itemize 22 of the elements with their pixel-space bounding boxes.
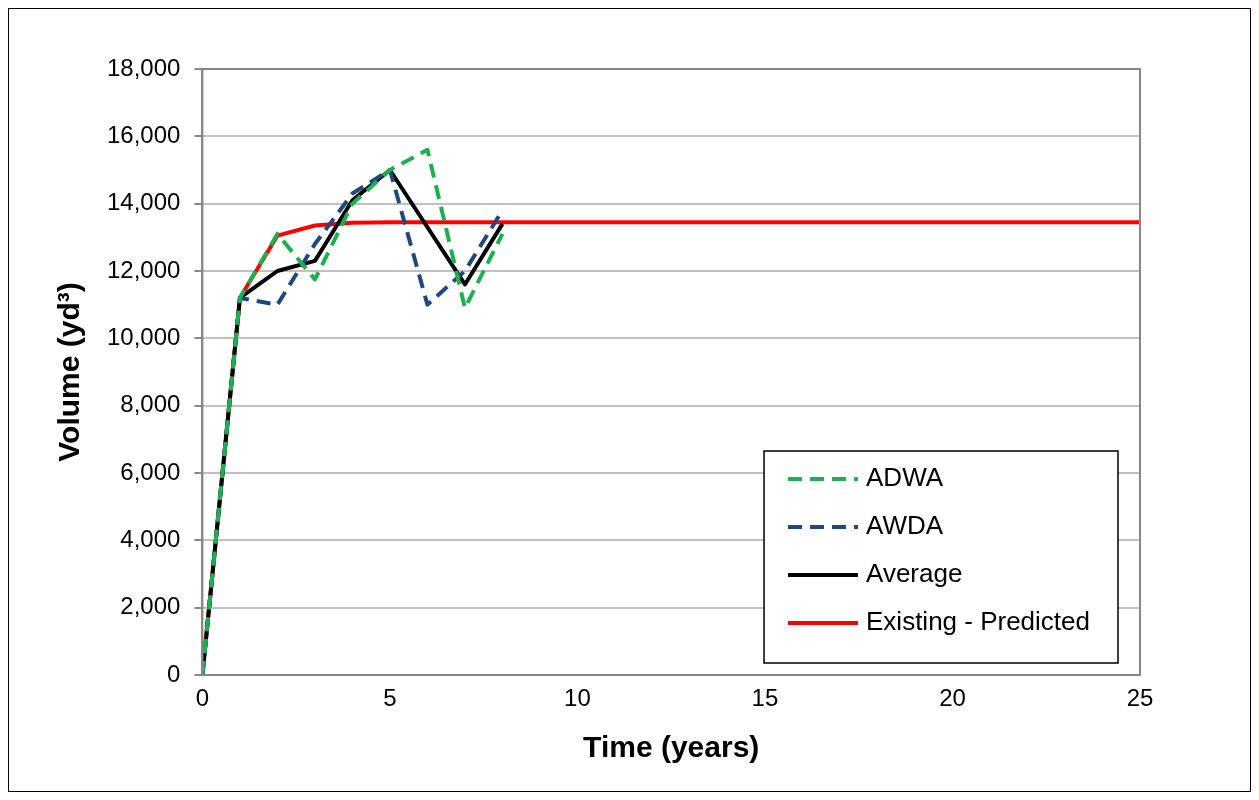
legend-label: Existing - Predicted — [866, 606, 1090, 637]
x-tick-label: 15 — [751, 683, 779, 711]
x-tick-label: 5 — [383, 683, 397, 711]
x-tick-label: 20 — [939, 683, 966, 711]
y-tick-label: 2,000 — [120, 592, 181, 620]
y-tick-label: 16,000 — [107, 120, 181, 148]
x-tick-label: 0 — [195, 683, 210, 711]
y-tick-label: 4,000 — [120, 524, 181, 552]
legend-label: AWDA — [866, 510, 944, 541]
y-tick-label: 12,000 — [107, 255, 181, 283]
y-tick-label: 18,000 — [107, 53, 181, 81]
y-tick-label: 8,000 — [120, 390, 181, 418]
y-tick-label: 10,000 — [107, 322, 181, 350]
x-axis-title: Time (years) — [583, 730, 760, 764]
x-tick-label: 25 — [1126, 683, 1154, 711]
legend-label: ADWA — [866, 462, 944, 493]
y-axis-title: Volume (yd³) — [52, 282, 86, 462]
y-tick-label: 14,000 — [107, 188, 181, 216]
x-tick-label: 10 — [564, 683, 591, 711]
legend-label: Average — [866, 558, 963, 589]
y-tick-label: 6,000 — [120, 457, 181, 485]
y-tick-label: 0 — [167, 659, 181, 687]
